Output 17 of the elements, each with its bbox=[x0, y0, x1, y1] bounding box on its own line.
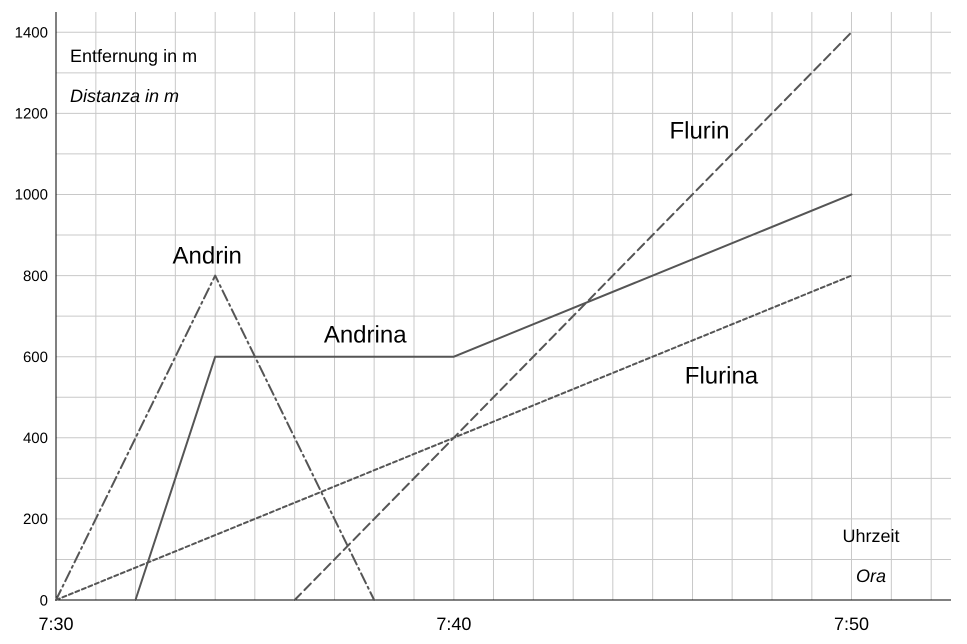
x-axis-title: Uhrzeit Ora bbox=[842, 526, 900, 586]
y-tick-label: 400 bbox=[22, 430, 48, 448]
y-tick-label: 200 bbox=[22, 511, 48, 528]
y-tick-label: 800 bbox=[22, 268, 48, 285]
series-label: Andrin bbox=[172, 242, 242, 270]
y-tick-label: 0 bbox=[40, 592, 48, 610]
y-tick-label: 600 bbox=[22, 348, 48, 366]
x-tick-label: 7:40 bbox=[436, 614, 472, 634]
series-label: Flurin bbox=[669, 117, 730, 144]
y-axis-title: Entfernung in m Distanza in m bbox=[70, 46, 198, 106]
y-tick-label: 1200 bbox=[14, 106, 48, 123]
y-tick-label: 1000 bbox=[14, 186, 48, 204]
x-tick-label: 7:30 bbox=[38, 614, 74, 634]
y-tick-label: 1400 bbox=[14, 24, 48, 42]
x-tick-label: 7:50 bbox=[834, 614, 869, 634]
series-label: Flurina bbox=[684, 362, 759, 390]
series-label: Andrina bbox=[324, 322, 408, 349]
